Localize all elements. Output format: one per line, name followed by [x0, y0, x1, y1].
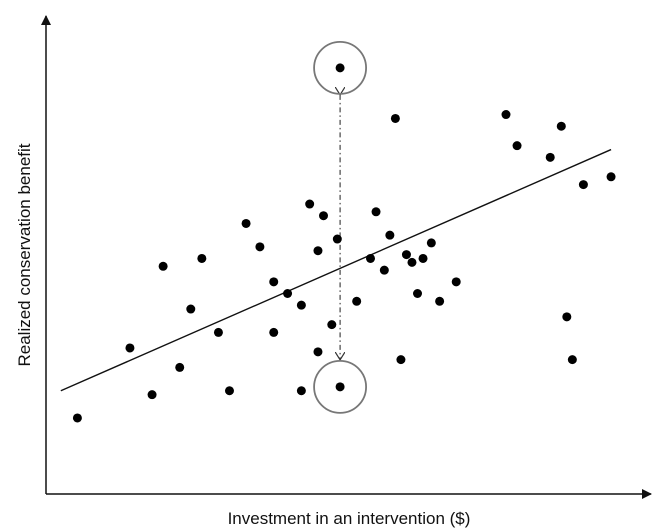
data-point: [319, 211, 328, 221]
trend-line: [60, 148, 612, 392]
data-point: [255, 242, 265, 252]
data-point: [401, 250, 411, 260]
data-point: [567, 355, 577, 365]
data-point: [426, 238, 436, 248]
data-point: [72, 413, 82, 423]
data-point: [556, 121, 566, 131]
x-axis-title: Investment in an intervention ($): [228, 509, 471, 528]
y-axis-title: Realized conservation benefit: [15, 143, 34, 366]
data-point: [158, 261, 168, 271]
data-point: [512, 141, 522, 151]
data-point: [385, 230, 395, 240]
data-point: [407, 257, 417, 267]
highlight-ring-upper: [313, 40, 367, 95]
highlight-layer: [313, 40, 367, 414]
trend-line-layer: [60, 148, 612, 392]
data-point: [435, 296, 445, 306]
data-point: [197, 253, 207, 263]
data-point: [305, 199, 315, 209]
data-point: [186, 304, 196, 314]
data-point: [327, 320, 337, 330]
data-point: [501, 110, 511, 120]
data-point: [578, 180, 588, 190]
data-point: [269, 277, 279, 287]
data-point: [241, 218, 251, 228]
highlight-ring-lower: [313, 359, 367, 414]
data-point: [175, 362, 185, 372]
data-point: [418, 253, 428, 263]
data-point: [269, 327, 279, 337]
data-point: [213, 327, 223, 337]
data-point: [413, 289, 423, 298]
data-point: [371, 207, 381, 217]
data-point: [296, 386, 306, 396]
data-point: [125, 343, 135, 353]
highlighted-point-upper: [335, 63, 345, 73]
data-point: [332, 234, 342, 244]
data-point: [296, 300, 306, 310]
data-point: [224, 386, 234, 396]
data-point: [545, 152, 555, 162]
data-point: [451, 277, 461, 287]
data-point: [390, 113, 400, 123]
data-point: [352, 296, 362, 306]
highlighted-point-lower: [335, 382, 345, 392]
data-point: [366, 253, 376, 263]
data-point: [379, 265, 389, 275]
data-point: [283, 289, 293, 298]
data-points: [72, 110, 616, 423]
data-point: [313, 347, 323, 357]
data-point: [147, 390, 157, 400]
data-point: [606, 172, 616, 182]
data-point: [313, 246, 323, 256]
data-point: [562, 312, 572, 322]
data-point: [396, 355, 406, 365]
